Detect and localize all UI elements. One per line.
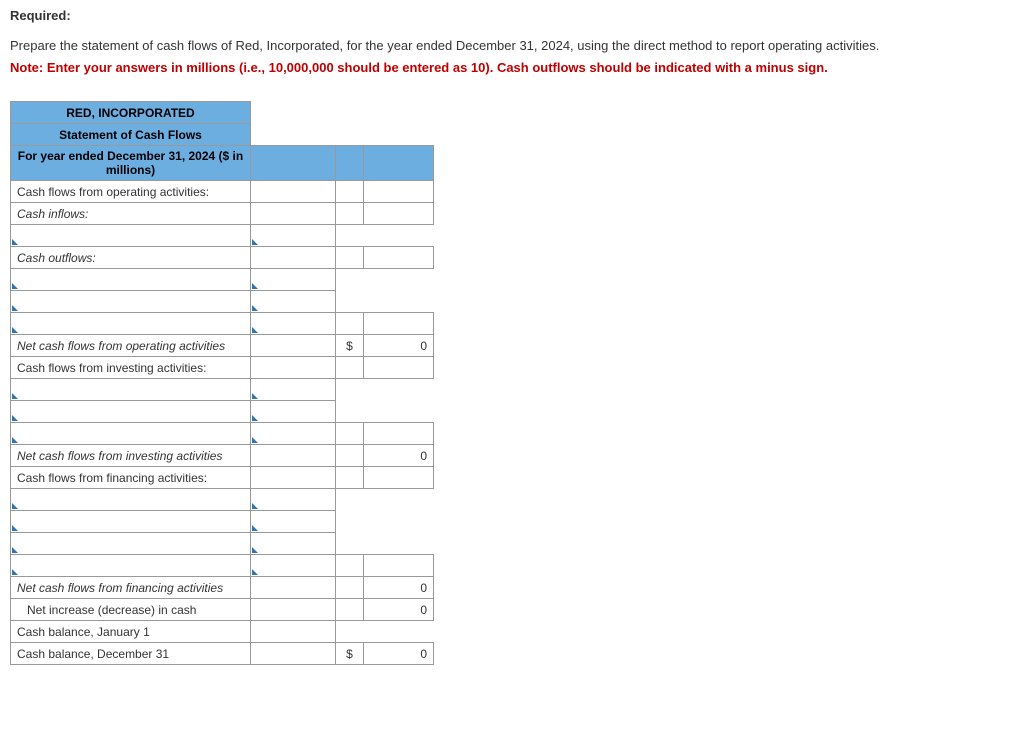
dropdown-icon (252, 305, 258, 311)
dropdown-icon (252, 503, 258, 509)
fin-activities-header: Cash flows from financing activities: (11, 467, 251, 489)
net-fin-value: 0 (364, 577, 434, 599)
bal-dec-value: 0 (364, 643, 434, 665)
cash-inflows-label: Cash inflows: (11, 203, 251, 225)
outflow-item-input[interactable] (11, 269, 251, 291)
dropdown-icon (252, 569, 258, 575)
op-activities-header: Cash flows from operating activities: (11, 181, 251, 203)
inv-item-input[interactable] (11, 401, 251, 423)
currency-symbol: $ (336, 643, 364, 665)
instruction-text: Prepare the statement of cash flows of R… (10, 37, 1014, 55)
inv-amount-input[interactable] (251, 401, 336, 423)
inv-amount-input[interactable] (251, 423, 336, 445)
dropdown-icon (252, 393, 258, 399)
dropdown-icon (252, 415, 258, 421)
fin-amount-input[interactable] (251, 489, 336, 511)
inflow-item-input[interactable] (11, 225, 251, 247)
header-title: Statement of Cash Flows (11, 124, 251, 146)
dropdown-icon (12, 547, 18, 553)
required-heading: Required: (10, 8, 1014, 23)
dropdown-icon (252, 437, 258, 443)
net-inv-value: 0 (364, 445, 434, 467)
dropdown-icon (12, 239, 18, 245)
fin-item-input[interactable] (11, 555, 251, 577)
dropdown-icon (12, 569, 18, 575)
net-fin-label: Net cash flows from financing activities (11, 577, 251, 599)
net-op-label: Net cash flows from operating activities (11, 335, 251, 357)
cash-outflows-label: Cash outflows: (11, 247, 251, 269)
inv-amount-input[interactable] (251, 379, 336, 401)
header-company: RED, INCORPORATED (11, 102, 251, 124)
inv-item-input[interactable] (11, 423, 251, 445)
fin-item-input[interactable] (11, 489, 251, 511)
fin-item-input[interactable] (11, 533, 251, 555)
dropdown-icon (12, 393, 18, 399)
dropdown-icon (12, 327, 18, 333)
inflow-amount-input[interactable] (251, 225, 336, 247)
dropdown-icon (12, 503, 18, 509)
cashflow-table: RED, INCORPORATED Statement of Cash Flow… (10, 101, 434, 665)
bal-jan-label: Cash balance, January 1 (11, 621, 251, 643)
dropdown-icon (12, 283, 18, 289)
dropdown-icon (252, 547, 258, 553)
dropdown-icon (252, 327, 258, 333)
bal-dec-label: Cash balance, December 31 (11, 643, 251, 665)
fin-amount-input[interactable] (251, 533, 336, 555)
fin-amount-input[interactable] (251, 555, 336, 577)
net-change-label: Net increase (decrease) in cash (11, 599, 251, 621)
inv-activities-header: Cash flows from investing activities: (11, 357, 251, 379)
header-period: For year ended December 31, 2024 ($ in m… (11, 146, 251, 181)
net-change-value: 0 (364, 599, 434, 621)
fin-item-input[interactable] (11, 511, 251, 533)
outflow-item-input[interactable] (11, 313, 251, 335)
outflow-item-input[interactable] (11, 291, 251, 313)
fin-amount-input[interactable] (251, 511, 336, 533)
outflow-amount-input[interactable] (251, 313, 336, 335)
dropdown-icon (12, 305, 18, 311)
dropdown-icon (12, 415, 18, 421)
net-inv-label: Net cash flows from investing activities (11, 445, 251, 467)
note-text: Note: Enter your answers in millions (i.… (10, 59, 1014, 77)
dropdown-icon (252, 283, 258, 289)
outflow-amount-input[interactable] (251, 291, 336, 313)
dropdown-icon (252, 525, 258, 531)
dropdown-icon (252, 239, 258, 245)
dropdown-icon (12, 525, 18, 531)
net-op-value: 0 (364, 335, 434, 357)
inv-item-input[interactable] (11, 379, 251, 401)
dropdown-icon (12, 437, 18, 443)
outflow-amount-input[interactable] (251, 269, 336, 291)
currency-symbol: $ (336, 335, 364, 357)
